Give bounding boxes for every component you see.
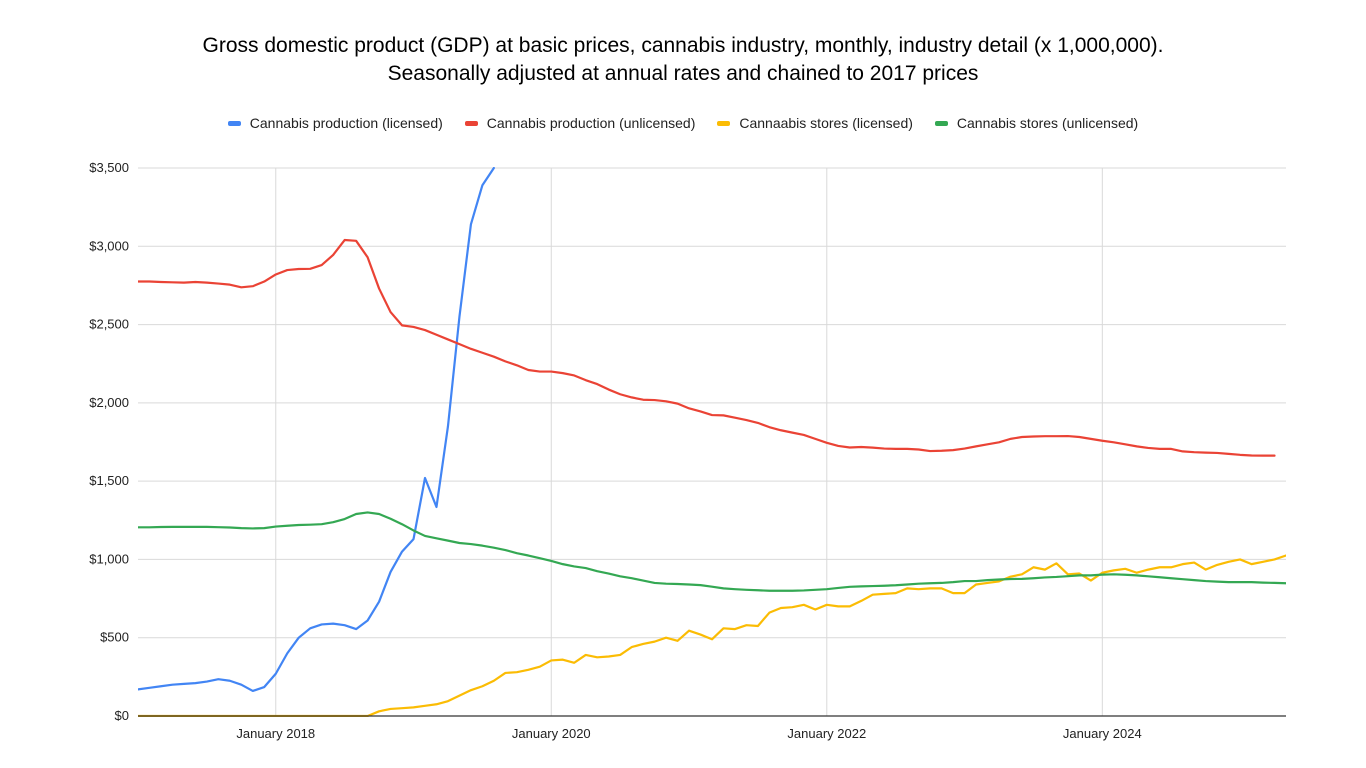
legend-item-3: Cannaabis stores (licensed) bbox=[717, 115, 913, 131]
x-tick-label: January 2024 bbox=[1063, 726, 1142, 741]
y-tick-label: $2,500 bbox=[89, 317, 129, 332]
legend-swatch bbox=[464, 120, 478, 126]
legend-swatch bbox=[717, 120, 731, 126]
legend-item-1: Cannabis production (licensed) bbox=[227, 115, 443, 131]
legend-item-2: Cannabis production (unlicensed) bbox=[464, 115, 696, 131]
chart-title: Gross domestic product (GDP) at basic pr… bbox=[0, 32, 1366, 88]
legend-label: Cannaabis stores (licensed) bbox=[739, 115, 913, 131]
series-line-1 bbox=[138, 167, 495, 693]
chart-legend: Cannabis production (licensed) Cannabis p… bbox=[0, 115, 1366, 131]
x-tick-label: January 2022 bbox=[787, 726, 866, 741]
y-tick-label: $500 bbox=[100, 630, 129, 645]
series-line-3 bbox=[138, 554, 1286, 717]
legend-swatch bbox=[934, 120, 948, 126]
series-line-2 bbox=[138, 238, 1276, 457]
x-tick-label: January 2018 bbox=[236, 726, 315, 741]
y-tick-label: $1,500 bbox=[89, 473, 129, 488]
legend-item-4: Cannabis stores (unlicensed) bbox=[934, 115, 1139, 131]
y-tick-label: $2,000 bbox=[89, 395, 129, 410]
legend-label: Cannabis stores (unlicensed) bbox=[956, 115, 1139, 131]
legend-swatch bbox=[227, 120, 241, 126]
x-tick-label: January 2020 bbox=[512, 726, 591, 741]
y-tick-label: $1,000 bbox=[89, 551, 129, 566]
y-tick-label: $3,000 bbox=[89, 238, 129, 253]
chart-title-line-2: Seasonally adjusted at annual rates and … bbox=[387, 62, 979, 85]
y-tick-label: $3,500 bbox=[89, 160, 129, 175]
y-tick-label: $0 bbox=[115, 708, 129, 723]
series-line-4 bbox=[138, 511, 1286, 592]
legend-label: Cannabis production (unlicensed) bbox=[486, 115, 696, 131]
chart-title-line-1: Gross domestic product (GDP) at basic pr… bbox=[202, 34, 1164, 57]
legend-label: Cannabis production (licensed) bbox=[249, 115, 443, 131]
